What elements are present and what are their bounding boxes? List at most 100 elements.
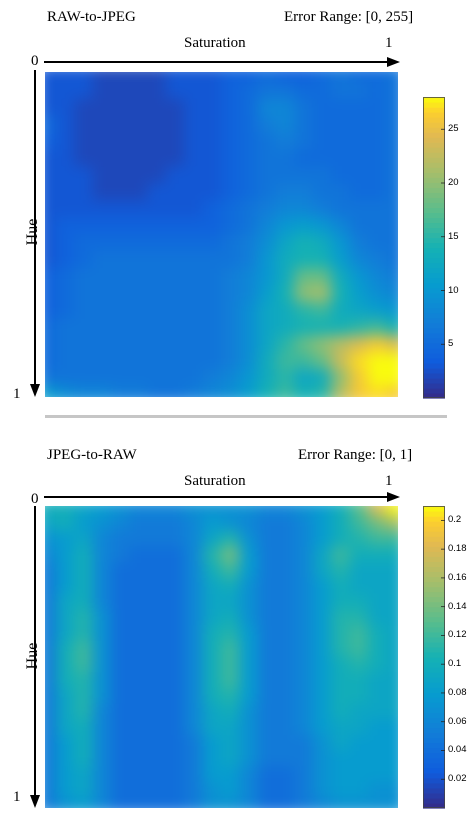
heatmap-cell [349, 766, 369, 784]
heatmap-cell [257, 640, 278, 658]
heatmap-cell [184, 301, 204, 320]
heatmap-cell [276, 782, 296, 799]
heatmap-cell [276, 335, 296, 354]
x-tick-label-start: 0 [31, 491, 39, 507]
heatmap-cell [257, 515, 278, 532]
heatmap-cell [74, 233, 94, 252]
heatmap-cell [184, 267, 204, 286]
heatmap-cell [312, 318, 333, 337]
heatmap-cell [386, 132, 398, 151]
heatmap-cell [74, 719, 94, 737]
heatmap-cell [45, 217, 57, 236]
heatmap-svg [45, 506, 398, 808]
heatmap-cell [45, 318, 57, 337]
heatmap-cell [184, 352, 204, 371]
heatmap-cell [165, 352, 186, 371]
heatmap-cell [165, 577, 186, 595]
heatmap-cell [239, 546, 259, 564]
heatmap-cell [110, 72, 131, 83]
heatmap-cell [276, 250, 296, 269]
heatmap-cell [92, 132, 112, 151]
heatmap-cell [147, 577, 167, 595]
heatmap-cell [386, 530, 398, 548]
heatmap-cell [239, 335, 259, 354]
heatmap-cell [239, 284, 259, 303]
heatmap-cell [110, 782, 131, 799]
heatmap-cell [202, 687, 223, 705]
heatmap-cell [367, 301, 388, 320]
heatmap-cell [331, 369, 351, 388]
heatmap-cell [45, 530, 57, 548]
heatmap-cell [165, 81, 186, 100]
panel-divider [45, 415, 447, 418]
heatmap-cell [239, 797, 259, 808]
heatmap-cell [276, 656, 296, 674]
heatmap-cell [147, 149, 167, 168]
heatmap-cell [257, 149, 278, 168]
heatmap-cell [55, 750, 76, 768]
heatmap-cell [165, 609, 186, 627]
heatmap-cell [110, 766, 131, 784]
heatmap-cell [276, 386, 296, 397]
saturation-axis-arrow [44, 57, 400, 67]
heatmap-cell [165, 318, 186, 337]
heatmap-cell [165, 369, 186, 388]
heatmap-cell [92, 233, 112, 252]
heatmap-cell [312, 267, 333, 286]
heatmap-cell [147, 217, 167, 236]
hue-axis-arrow [30, 506, 40, 808]
heatmap-cell [294, 81, 314, 100]
heatmap-cell [92, 703, 112, 721]
heatmap-cell [349, 81, 369, 100]
heatmap-cell [202, 515, 223, 532]
heatmap-cell [257, 782, 278, 799]
heatmap-cell [349, 284, 369, 303]
heatmap-cell [257, 593, 278, 611]
heatmap-cell [110, 352, 131, 371]
heatmap-cell [294, 183, 314, 202]
heatmap-cell [312, 530, 333, 548]
heatmap-cell [349, 687, 369, 705]
heatmap-cell [276, 301, 296, 320]
heatmap-cell [312, 335, 333, 354]
heatmap-cell [331, 386, 351, 397]
heatmap-cell [202, 132, 223, 151]
heatmap-cell [165, 301, 186, 320]
heatmap-cell [110, 250, 131, 269]
heatmap-cell [110, 609, 131, 627]
colorbar: 0.02 0.04 0.06 0.08 0.1 0.12 0.14 0.16 0.18 0.2 [423, 506, 467, 809]
colorbar-tick-label: 0.02 [448, 773, 467, 785]
heatmap-cell [147, 687, 167, 705]
heatmap-cell [129, 115, 149, 134]
heatmap-cell [110, 183, 131, 202]
heatmap-cell [55, 81, 76, 100]
heatmap-cell [110, 577, 131, 595]
heatmap-cell [239, 577, 259, 595]
heatmap-cell [110, 115, 131, 134]
heatmap-cell [147, 672, 167, 689]
heatmap-cell [331, 335, 351, 354]
heatmap-cell [220, 200, 241, 219]
heatmap-cell [367, 797, 388, 808]
heatmap-cell [331, 352, 351, 371]
heatmap-cell [349, 546, 369, 564]
heatmap-cell [349, 132, 369, 151]
heatmap-cell [276, 735, 296, 752]
heatmap-cell [129, 735, 149, 752]
heatmap-cell [312, 735, 333, 752]
heatmap-cell [349, 301, 369, 320]
heatmap-cell [129, 318, 149, 337]
heatmap-cell [45, 149, 57, 168]
heatmap-cell [294, 609, 314, 627]
heatmap-cell [239, 625, 259, 642]
heatmap-cell [276, 719, 296, 737]
heatmap-cells [45, 72, 398, 397]
heatmap-cell [92, 530, 112, 548]
heatmap-cell [331, 72, 351, 83]
heatmap-cell [276, 703, 296, 721]
heatmap-cell [110, 98, 131, 117]
heatmap-cell [184, 672, 204, 689]
heatmap-cell [55, 250, 76, 269]
heatmap-cell [294, 656, 314, 674]
heatmap-cell [257, 703, 278, 721]
